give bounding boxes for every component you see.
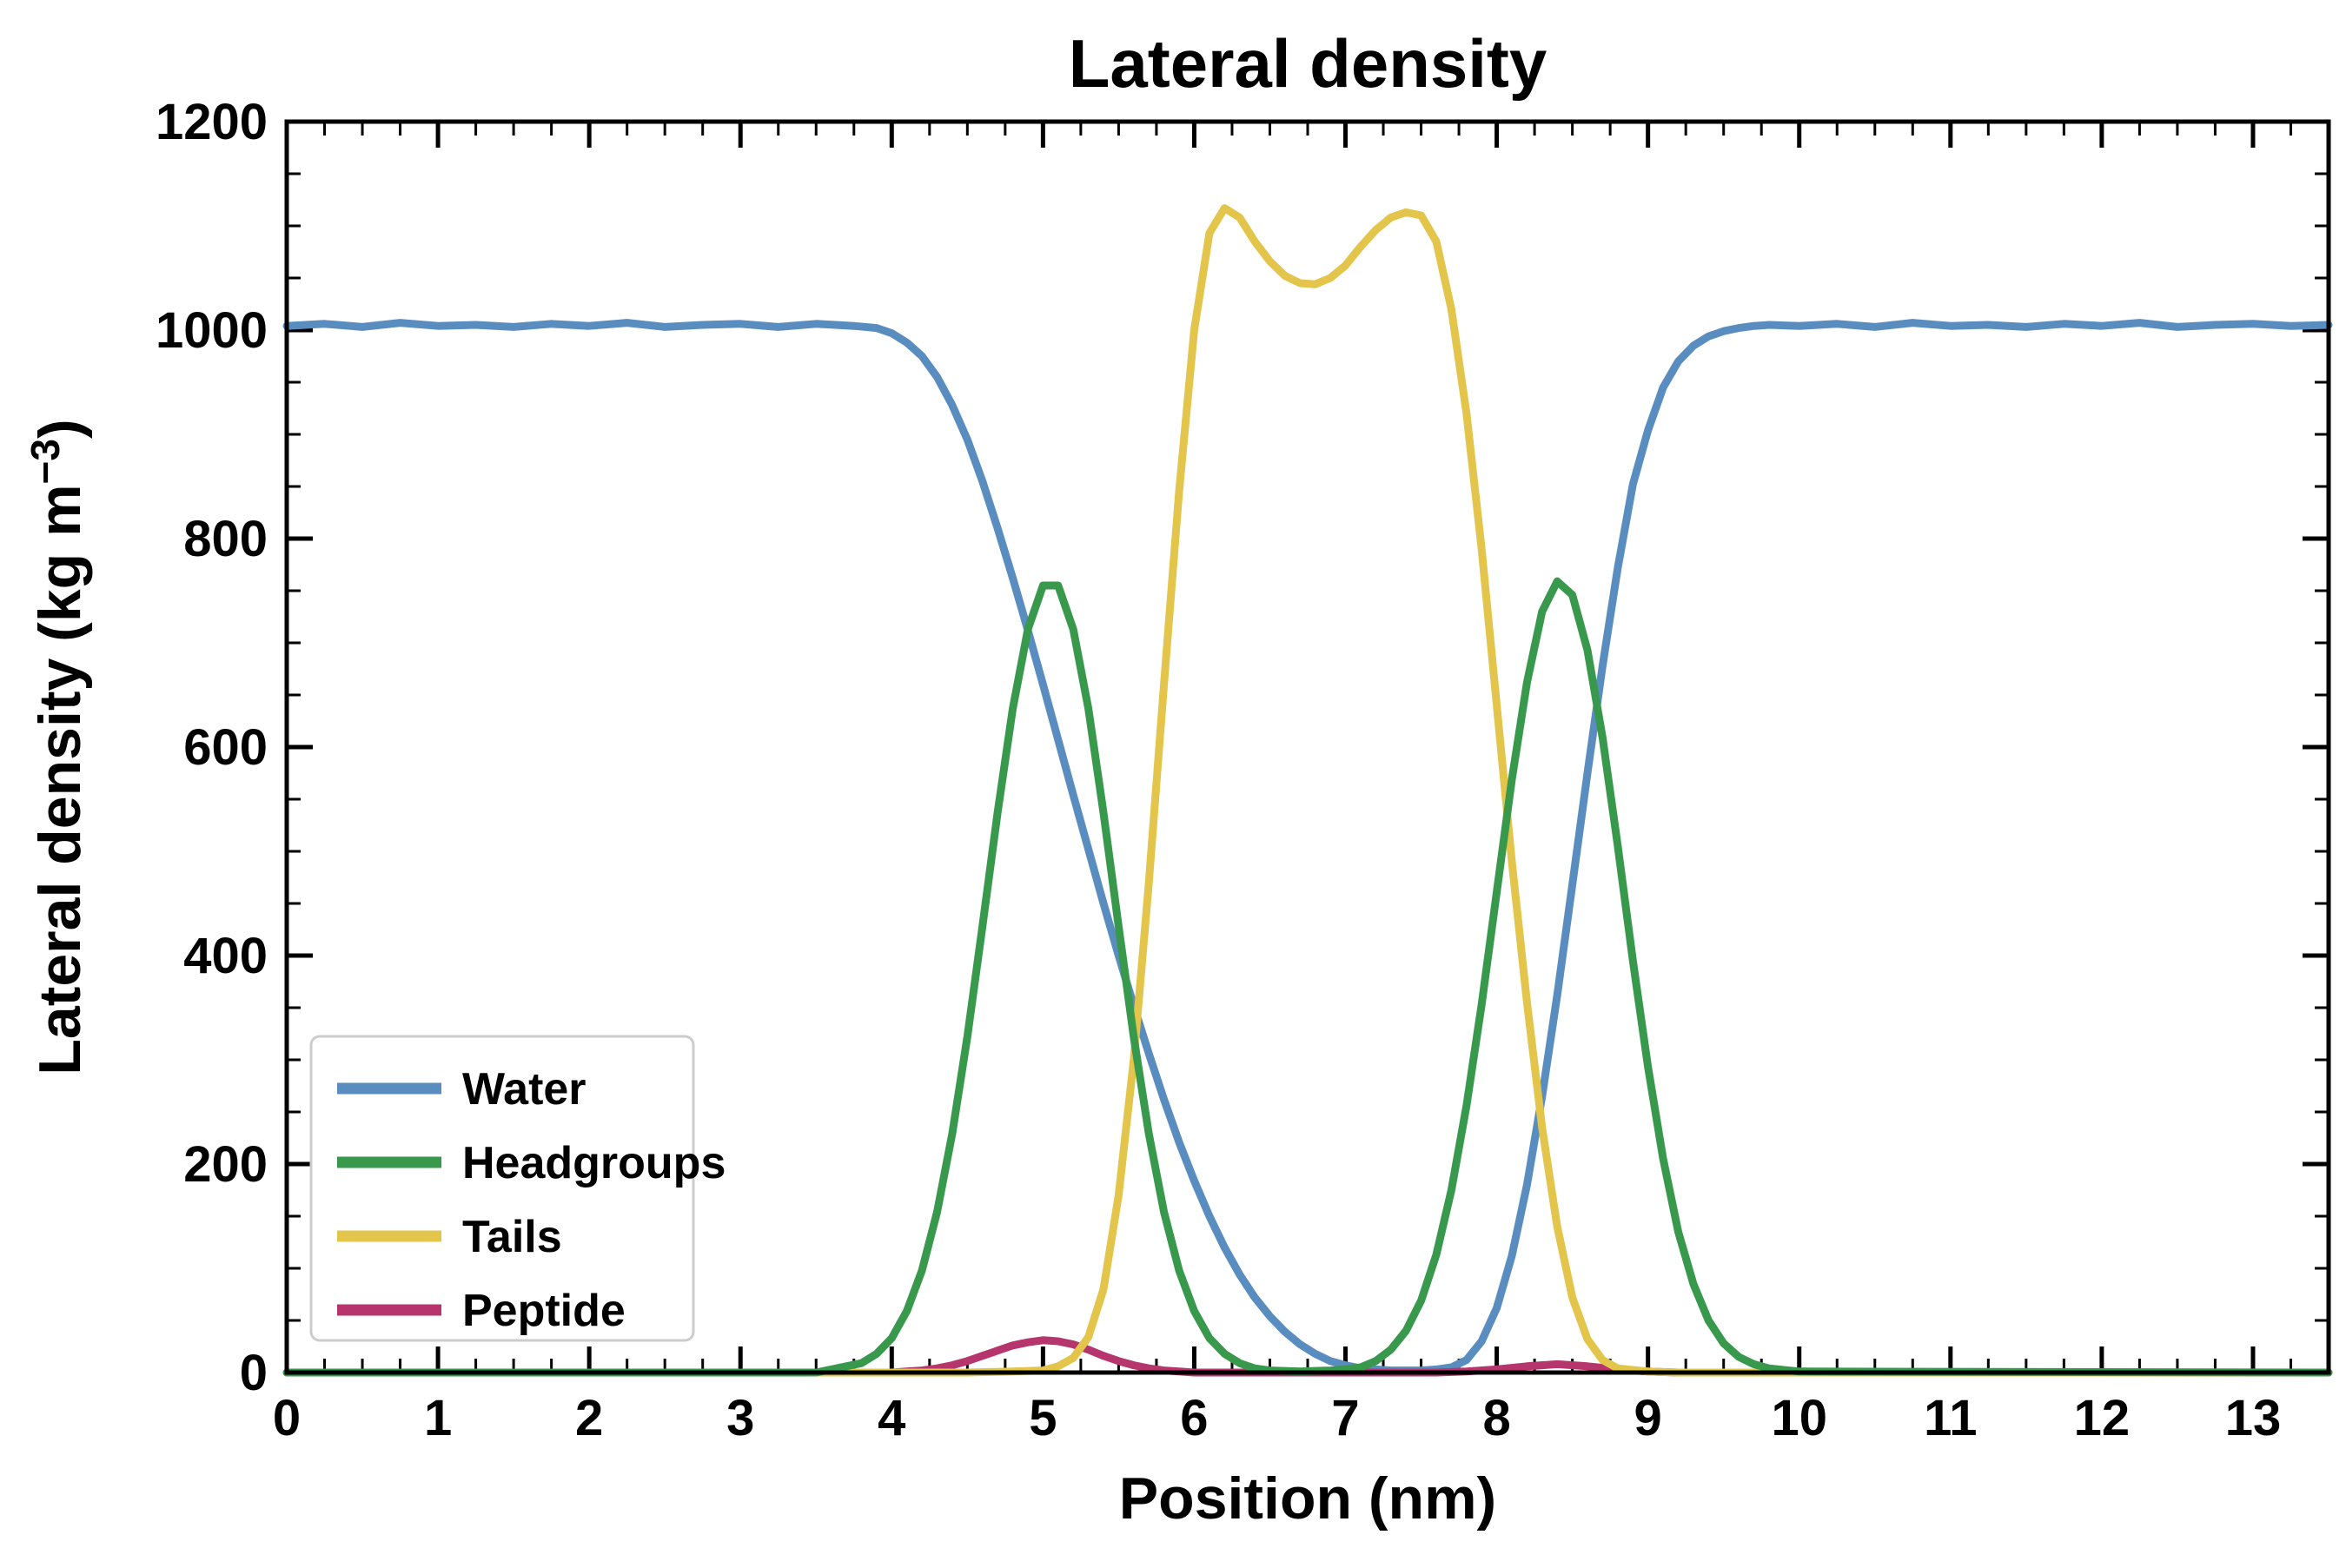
legend-label-headgroups: Headgroups: [462, 1138, 726, 1188]
x-tick-label: 11: [1924, 1390, 1977, 1446]
y-tick-label: 200: [183, 1136, 268, 1193]
y-axis-label-superscript: −3: [23, 439, 68, 484]
chart-title: Lateral density: [1069, 25, 1547, 102]
x-tick-label: 3: [726, 1390, 754, 1446]
x-tick-label: 0: [273, 1390, 301, 1446]
legend-item-water: Water: [337, 1064, 586, 1115]
x-tick-label: 9: [1634, 1390, 1662, 1446]
legend-item-tails: Tails: [337, 1212, 562, 1262]
y-tick-label: 1200: [156, 94, 268, 150]
x-axis-label: Position (nm): [1119, 1465, 1496, 1532]
legend-label-peptide: Peptide: [462, 1286, 626, 1336]
legend-box: [309, 1035, 695, 1342]
x-tick-label: 13: [2225, 1390, 2282, 1446]
plot-border-group: [284, 119, 2331, 1375]
y-tick-label: 600: [183, 719, 268, 776]
legend-label-water: Water: [462, 1064, 586, 1115]
series-line-peptide: [282, 1336, 2333, 1377]
x-tick-label: 5: [1029, 1390, 1057, 1446]
legend-item-peptide: Peptide: [337, 1286, 626, 1336]
y-axis-label-main: Lateral density (kg m: [27, 484, 93, 1075]
y-tick-label: 1000: [156, 302, 268, 359]
series-line-water: [282, 319, 2333, 1375]
x-tick-label: 12: [2074, 1390, 2131, 1446]
x-tick-label: 2: [575, 1390, 603, 1446]
x-tick-label: 8: [1482, 1390, 1510, 1446]
legend-label-tails: Tails: [462, 1212, 562, 1262]
y-axis-label: Lateral density (kg m−3): [23, 419, 93, 1075]
y-tick-label: 0: [240, 1345, 268, 1401]
x-tick-label: 6: [1180, 1390, 1208, 1446]
legend: Water Headgroups Tails Peptide: [309, 1035, 726, 1342]
x-tick-label: 1: [424, 1390, 452, 1446]
series-line-tails: [282, 204, 2333, 1377]
x-tick-label: 4: [878, 1390, 905, 1446]
x-tick-label: 7: [1331, 1390, 1359, 1446]
y-tick-label: 800: [183, 511, 268, 567]
y-tick-label: 400: [183, 928, 268, 984]
legend-item-headgroups: Headgroups: [337, 1138, 726, 1188]
x-tick-label: 10: [1771, 1390, 1827, 1446]
plot-border: [284, 119, 2331, 1375]
y-axis-label-close: ): [27, 419, 93, 439]
